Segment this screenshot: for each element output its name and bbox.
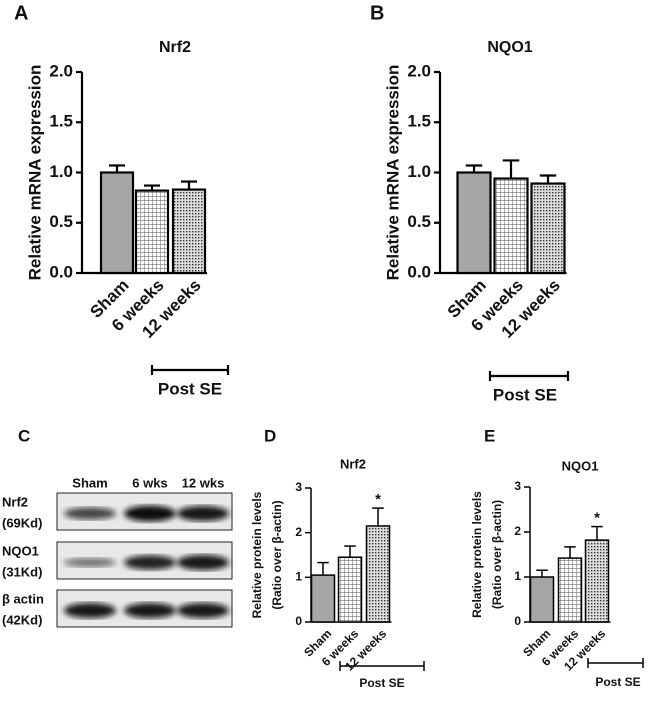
blot-band bbox=[64, 507, 116, 520]
bar bbox=[493, 177, 529, 275]
blot-band bbox=[124, 602, 176, 619]
bar bbox=[557, 557, 583, 623]
error-bar bbox=[344, 545, 356, 558]
error-bar bbox=[539, 174, 557, 184]
bracket-label: Post SE bbox=[493, 385, 557, 404]
y-tick-label: 1 bbox=[514, 569, 521, 583]
bar bbox=[99, 171, 135, 275]
error-bar bbox=[181, 180, 197, 190]
row-label: NQO1 bbox=[2, 543, 39, 558]
row-label: β actin bbox=[2, 591, 44, 606]
bar bbox=[134, 189, 170, 275]
row-label: (69Kd) bbox=[2, 515, 42, 530]
blot-band bbox=[177, 602, 229, 619]
lane-label: 6 wks bbox=[132, 475, 167, 490]
y-axis-label: Relative protein levels bbox=[250, 491, 264, 618]
y-tick-label: 2 bbox=[514, 524, 521, 538]
row-label: Nrf2 bbox=[2, 494, 28, 509]
bracket bbox=[488, 371, 570, 381]
bar bbox=[365, 525, 391, 623]
bar bbox=[456, 171, 492, 275]
error-bar bbox=[317, 561, 329, 576]
blot-band bbox=[64, 558, 116, 567]
y-tick-label: 2.0 bbox=[407, 61, 431, 80]
y-tick-label: 0.5 bbox=[49, 212, 73, 231]
chart-title: Nrf2 bbox=[340, 456, 366, 471]
y-axis-label: (Ratio over β-actin) bbox=[270, 500, 284, 609]
bracket-label: Post SE bbox=[158, 379, 222, 398]
error-bar bbox=[465, 164, 483, 173]
y-tick-label: 1 bbox=[295, 570, 302, 584]
panel-letter: E bbox=[484, 426, 495, 445]
y-tick-label: 3 bbox=[295, 480, 302, 494]
error-bar bbox=[591, 525, 603, 541]
blot-band bbox=[124, 505, 176, 522]
panel-letter: C bbox=[18, 426, 30, 445]
significance: * bbox=[594, 510, 600, 527]
bar bbox=[171, 188, 207, 275]
row-label: (42Kd) bbox=[2, 612, 42, 627]
row-label: (31Kd) bbox=[2, 564, 42, 579]
y-tick-label: 2.0 bbox=[49, 61, 73, 80]
y-tick-label: 0.5 bbox=[407, 212, 431, 231]
error-bar bbox=[536, 569, 548, 577]
lane-label: 12 wks bbox=[182, 475, 225, 490]
y-axis-label: (Ratio over β-actin) bbox=[490, 500, 504, 609]
bracket-label: Post SE bbox=[595, 675, 640, 689]
chart-title: Nrf2 bbox=[159, 39, 191, 56]
significance: * bbox=[375, 491, 381, 508]
bar bbox=[337, 556, 363, 623]
error-bar bbox=[502, 159, 520, 179]
bar bbox=[529, 576, 555, 623]
panel-letter: D bbox=[264, 426, 276, 445]
y-tick-label: 0 bbox=[514, 614, 521, 628]
y-tick-label: 0.0 bbox=[49, 262, 73, 281]
panel-letter: A bbox=[14, 2, 28, 24]
error-bar bbox=[109, 164, 125, 173]
bar bbox=[310, 574, 336, 623]
bar bbox=[530, 182, 566, 275]
bracket bbox=[587, 658, 644, 668]
y-tick-label: 0 bbox=[295, 614, 302, 628]
blot-band bbox=[124, 555, 176, 570]
error-bar bbox=[564, 546, 576, 559]
y-tick-label: 2 bbox=[295, 525, 302, 539]
y-tick-label: 1.0 bbox=[407, 162, 431, 181]
y-tick-label: 3 bbox=[514, 479, 521, 493]
blot-band bbox=[177, 554, 229, 571]
blot-band bbox=[177, 505, 229, 522]
error-bar bbox=[372, 507, 384, 526]
blot-band bbox=[64, 602, 116, 619]
y-axis-label: Relative mRNA expression bbox=[383, 65, 402, 281]
panel-letter: B bbox=[370, 2, 384, 24]
chart-title: NQO1 bbox=[562, 458, 599, 473]
bar bbox=[584, 539, 610, 623]
y-tick-label: 0.0 bbox=[407, 262, 431, 281]
chart-title: NQO1 bbox=[487, 39, 532, 56]
bracket bbox=[339, 661, 425, 671]
y-tick-label: 1.5 bbox=[49, 112, 73, 131]
bracket-label: Post SE bbox=[359, 676, 404, 690]
y-tick-label: 1.5 bbox=[407, 112, 431, 131]
lane-label: Sham bbox=[72, 475, 107, 490]
y-axis-label: Relative protein levels bbox=[470, 491, 484, 618]
y-tick-label: 1.0 bbox=[49, 162, 73, 181]
error-bar bbox=[144, 184, 160, 191]
bracket bbox=[150, 365, 230, 375]
y-axis-label: Relative mRNA expression bbox=[25, 65, 44, 281]
